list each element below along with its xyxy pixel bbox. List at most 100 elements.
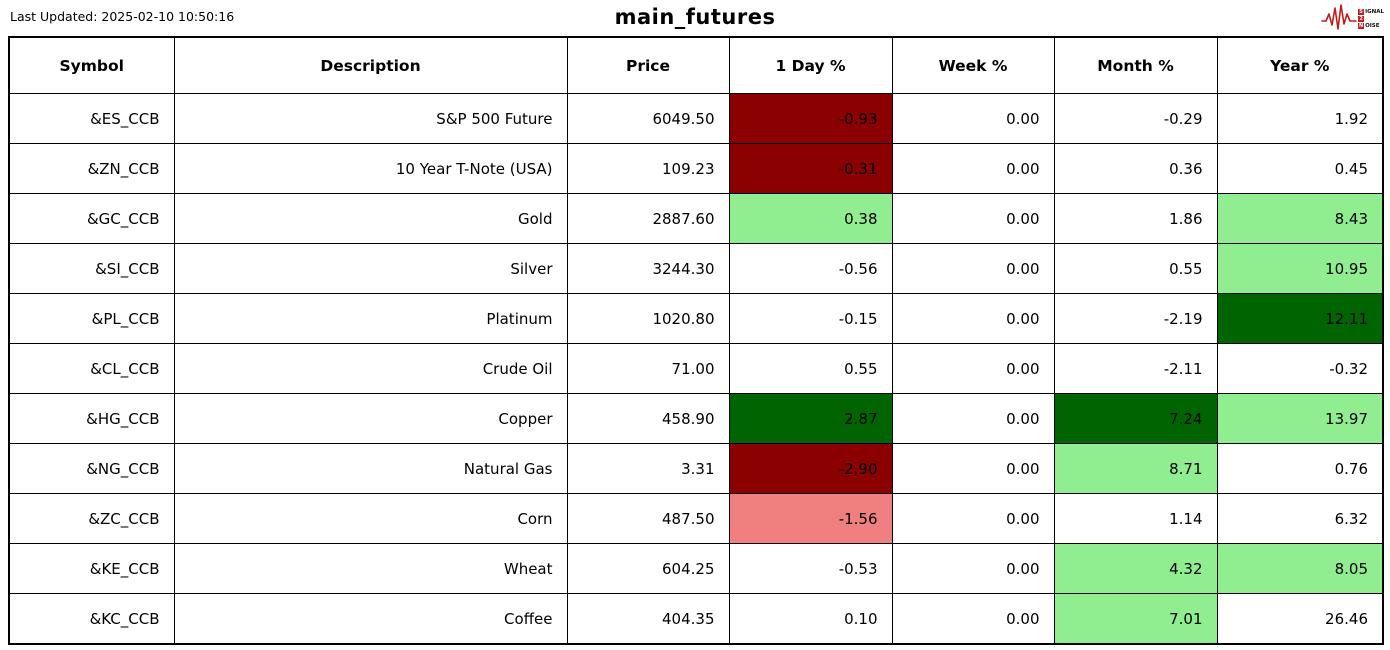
cell-month: -2.19 xyxy=(1053,293,1218,344)
cell-month: 8.71 xyxy=(1053,443,1218,494)
cell-description: S&P 500 Future xyxy=(173,93,568,144)
cell-symbol: &GC_CCB xyxy=(8,193,175,244)
cell-year: 13.97 xyxy=(1216,393,1384,444)
cell-year: -0.32 xyxy=(1216,343,1384,394)
cell-description: 10 Year T-Note (USA) xyxy=(173,143,568,194)
table-row: &HG_CCB Copper 458.90 2.87 0.00 7.24 13.97 xyxy=(8,393,1384,444)
cell-day: 0.10 xyxy=(728,593,893,645)
cell-week: 0.00 xyxy=(891,93,1055,144)
cell-price: 1020.80 xyxy=(566,293,730,344)
cell-year: 26.46 xyxy=(1216,593,1384,645)
cell-price: 71.00 xyxy=(566,343,730,394)
cell-description: Coffee xyxy=(173,593,568,645)
cell-year: 0.45 xyxy=(1216,143,1384,194)
table-row: &CL_CCB Crude Oil 71.00 0.55 0.00 -2.11 -0.32 xyxy=(8,343,1384,394)
cell-symbol: &HG_CCB xyxy=(8,393,175,444)
cell-description: Crude Oil xyxy=(173,343,568,394)
cell-price: 404.35 xyxy=(566,593,730,645)
cell-description: Copper xyxy=(173,393,568,444)
cell-week: 0.00 xyxy=(891,393,1055,444)
cell-week: 0.00 xyxy=(891,243,1055,294)
cell-day: -0.93 xyxy=(728,93,893,144)
table-row: &KE_CCB Wheat 604.25 -0.53 0.00 4.32 8.05 xyxy=(8,543,1384,594)
column-header-day: 1 Day % xyxy=(728,36,893,94)
column-header-description: Description xyxy=(173,36,568,94)
column-header-week: Week % xyxy=(891,36,1055,94)
cell-month: 1.14 xyxy=(1053,493,1218,544)
waveform-icon xyxy=(1321,2,1357,36)
cell-price: 487.50 xyxy=(566,493,730,544)
cell-year: 12.11 xyxy=(1216,293,1384,344)
cell-week: 0.00 xyxy=(891,293,1055,344)
cell-day: 0.38 xyxy=(728,193,893,244)
cell-month: 7.01 xyxy=(1053,593,1218,645)
logo-line-noise: N OISE xyxy=(1358,23,1380,29)
cell-symbol: &KC_CCB xyxy=(8,593,175,645)
signal2noise-logo: S IGNAL 2 N OISE xyxy=(1321,2,1384,36)
cell-day: -1.56 xyxy=(728,493,893,544)
cell-day: -0.53 xyxy=(728,543,893,594)
cell-price: 109.23 xyxy=(566,143,730,194)
cell-symbol: &ZN_CCB xyxy=(8,143,175,194)
cell-description: Natural Gas xyxy=(173,443,568,494)
cell-year: 8.43 xyxy=(1216,193,1384,244)
cell-symbol: &ES_CCB xyxy=(8,93,175,144)
cell-month: 0.55 xyxy=(1053,243,1218,294)
cell-week: 0.00 xyxy=(891,143,1055,194)
cell-description: Wheat xyxy=(173,543,568,594)
logo-line-2: 2 xyxy=(1358,16,1365,22)
cell-month: 7.24 xyxy=(1053,393,1218,444)
page-title: main_futures xyxy=(614,5,776,29)
cell-week: 0.00 xyxy=(891,443,1055,494)
cell-day: 0.55 xyxy=(728,343,893,394)
cell-symbol: &PL_CCB xyxy=(8,293,175,344)
cell-month: 1.86 xyxy=(1053,193,1218,244)
cell-price: 604.25 xyxy=(566,543,730,594)
cell-week: 0.00 xyxy=(891,493,1055,544)
table-row: &PL_CCB Platinum 1020.80 -0.15 0.00 -2.19 12.1… xyxy=(8,293,1384,344)
cell-description: Silver xyxy=(173,243,568,294)
cell-price: 2887.60 xyxy=(566,193,730,244)
cell-month: 0.36 xyxy=(1053,143,1218,194)
cell-day: -0.15 xyxy=(728,293,893,344)
cell-price: 458.90 xyxy=(566,393,730,444)
cell-day: -2.90 xyxy=(728,443,893,494)
cell-week: 0.00 xyxy=(891,543,1055,594)
cell-week: 0.00 xyxy=(891,193,1055,244)
cell-year: 10.95 xyxy=(1216,243,1384,294)
cell-day: -0.31 xyxy=(728,143,893,194)
cell-description: Corn xyxy=(173,493,568,544)
table-body: &ES_CCB S&P 500 Future 6049.50 -0.93 0.00 -0.… xyxy=(8,93,1384,645)
cell-year: 6.32 xyxy=(1216,493,1384,544)
cell-symbol: &ZC_CCB xyxy=(8,493,175,544)
cell-month: -0.29 xyxy=(1053,93,1218,144)
cell-week: 0.00 xyxy=(891,593,1055,645)
cell-price: 3244.30 xyxy=(566,243,730,294)
cell-description: Platinum xyxy=(173,293,568,344)
table-row: &ZC_CCB Corn 487.50 -1.56 0.00 1.14 6.32 xyxy=(8,493,1384,544)
cell-day: 2.87 xyxy=(728,393,893,444)
table-row: &GC_CCB Gold 2887.60 0.38 0.00 1.86 8.43 xyxy=(8,193,1384,244)
table-row: &ZN_CCB 10 Year T-Note (USA) 109.23 -0.31 0.… xyxy=(8,143,1384,194)
cell-year: 0.76 xyxy=(1216,443,1384,494)
column-header-year: Year % xyxy=(1216,36,1384,94)
cell-symbol: &SI_CCB xyxy=(8,243,175,294)
column-header-price: Price xyxy=(566,36,730,94)
logo-line-signal: S IGNAL xyxy=(1358,9,1384,15)
futures-table: Symbol Description Price 1 Day % Week % Month… xyxy=(8,36,1384,645)
cell-symbol: &NG_CCB xyxy=(8,443,175,494)
cell-month: 4.32 xyxy=(1053,543,1218,594)
cell-symbol: &CL_CCB xyxy=(8,343,175,394)
cell-year: 8.05 xyxy=(1216,543,1384,594)
table-row: &SI_CCB Silver 3244.30 -0.56 0.00 0.55 10.95 xyxy=(8,243,1384,294)
cell-description: Gold xyxy=(173,193,568,244)
table-row: &KC_CCB Coffee 404.35 0.10 0.00 7.01 26.46 xyxy=(8,593,1384,645)
cell-month: -2.11 xyxy=(1053,343,1218,394)
column-header-month: Month % xyxy=(1053,36,1218,94)
logo-text: S IGNAL 2 N OISE xyxy=(1358,9,1384,29)
header-row: Symbol Description Price 1 Day % Week % Month… xyxy=(8,36,1384,94)
cell-symbol: &KE_CCB xyxy=(8,543,175,594)
table-row: &ES_CCB S&P 500 Future 6049.50 -0.93 0.00 -0.… xyxy=(8,93,1384,144)
cell-year: 1.92 xyxy=(1216,93,1384,144)
